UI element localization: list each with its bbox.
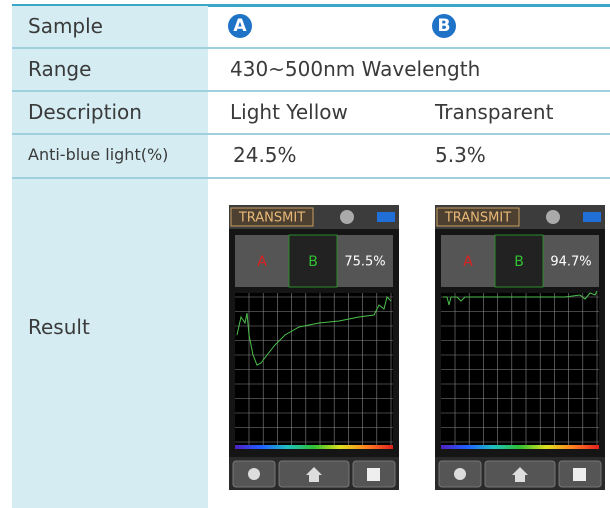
settings-icon: [454, 468, 466, 480]
settings-icon: [248, 468, 260, 480]
sample-badge: A: [228, 14, 252, 38]
cell: 430~500nm Wavelength: [230, 59, 480, 79]
cell: 5.3%: [435, 145, 486, 165]
status-icon: [340, 210, 354, 224]
spectrum-bar: [235, 445, 393, 449]
battery-icon: [583, 212, 601, 222]
device-screen: TRANSMIT A B 94.7%: [435, 205, 605, 490]
mode-label: TRANSMIT: [444, 211, 511, 226]
row-rule: [12, 133, 610, 135]
row-label: Sample: [28, 16, 103, 36]
save-icon: [367, 468, 380, 481]
cell: 24.5%: [233, 145, 297, 165]
device-screen: TRANSMIT A B 75.5%: [229, 205, 399, 490]
row-rule: [12, 90, 610, 92]
row-label: Anti-blue light(%): [28, 147, 168, 163]
spectrum-bar: [441, 445, 599, 449]
reading: 75.5%: [344, 255, 385, 270]
row-rule: [12, 47, 610, 49]
mode-label: TRANSMIT: [238, 211, 305, 226]
cell: Light Yellow: [230, 102, 348, 122]
reading: 94.7%: [550, 255, 591, 270]
cell: Transparent: [435, 102, 553, 122]
status-icon: [546, 210, 560, 224]
page: Sample A B Range 430~500nm Wavelength De…: [0, 0, 610, 508]
label-column: [12, 6, 208, 508]
graph-bg: [441, 293, 599, 445]
b-label: B: [308, 254, 318, 270]
battery-icon: [377, 212, 395, 222]
row-label: Description: [28, 102, 142, 122]
save-icon: [573, 468, 586, 481]
b-label: B: [514, 254, 524, 270]
a-label: A: [257, 254, 267, 270]
row-label: Range: [28, 59, 91, 79]
sample-badge: B: [432, 14, 456, 38]
row-rule: [12, 177, 610, 179]
row-label: Result: [28, 317, 90, 337]
a-label: A: [463, 254, 473, 270]
